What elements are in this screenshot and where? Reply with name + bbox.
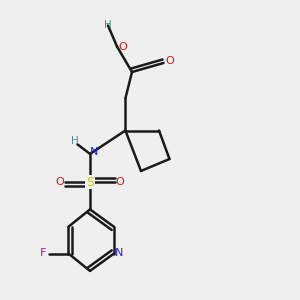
Text: O: O (116, 177, 124, 187)
Text: O: O (56, 177, 64, 187)
Text: F: F (40, 248, 46, 259)
Text: H: H (104, 20, 112, 31)
Text: N: N (115, 248, 124, 259)
Text: O: O (166, 56, 175, 67)
Text: N: N (90, 147, 98, 158)
Text: H: H (70, 136, 78, 146)
Text: S: S (86, 176, 94, 189)
Text: O: O (118, 41, 127, 52)
